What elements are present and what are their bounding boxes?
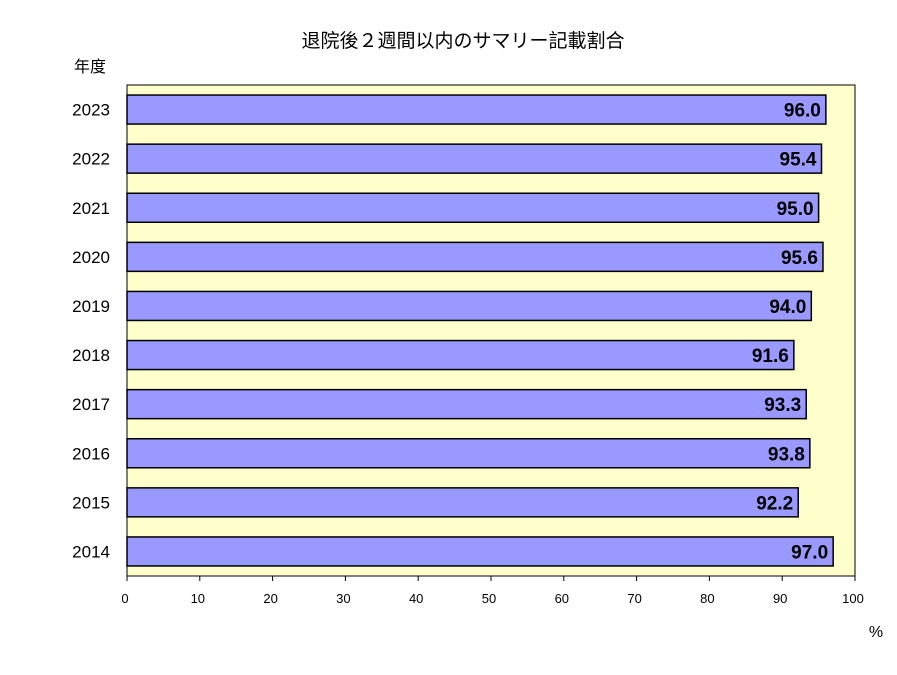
x-tick-label-60: 60 bbox=[555, 591, 569, 606]
bar-value-label-2018: 91.6 bbox=[752, 346, 789, 367]
x-tick-label-20: 20 bbox=[263, 591, 277, 606]
bar-value-label-2021: 95.0 bbox=[777, 199, 814, 220]
x-axis-unit-label: % bbox=[869, 624, 883, 641]
x-tick-label-90: 90 bbox=[773, 591, 787, 606]
bar-2020 bbox=[126, 241, 824, 273]
x-tick-label-80: 80 bbox=[700, 591, 714, 606]
bar-value-label-2022: 95.4 bbox=[780, 150, 817, 171]
category-label-2018: 2018 bbox=[72, 346, 110, 365]
x-tick-label-40: 40 bbox=[409, 591, 423, 606]
bar-value-label-2016: 93.8 bbox=[768, 444, 805, 465]
x-axis: 0 10 20 30 40 50 60 70 80 90 100 bbox=[121, 576, 864, 606]
bar-value-label-2020: 95.6 bbox=[781, 248, 818, 269]
category-label-2023: 2023 bbox=[72, 101, 110, 120]
category-label-2022: 2022 bbox=[72, 150, 110, 169]
x-tick-label-50: 50 bbox=[482, 591, 496, 606]
bar-2014 bbox=[126, 536, 834, 567]
bar-value-label-2014: 97.0 bbox=[791, 542, 828, 563]
category-label-2017: 2017 bbox=[72, 395, 110, 414]
category-label-2021: 2021 bbox=[72, 199, 110, 218]
bar-2018 bbox=[126, 339, 795, 371]
y-axis-title: 年度 bbox=[74, 58, 106, 76]
category-label-2014: 2014 bbox=[72, 542, 110, 561]
x-tick-label-0: 0 bbox=[121, 591, 128, 606]
x-tick-label-100: 100 bbox=[842, 591, 864, 606]
bar-value-label-2015: 92.2 bbox=[756, 493, 793, 514]
category-label-2020: 2020 bbox=[72, 248, 110, 267]
category-label-2015: 2015 bbox=[72, 493, 110, 512]
category-label-2019: 2019 bbox=[72, 297, 110, 316]
bars-layer: 96.0 95.4 95.0 95.6 94.0 91.6 93.3 93.8 92.2 97.0 bbox=[126, 94, 834, 567]
bar-2017 bbox=[126, 388, 807, 420]
category-labels: 2023 2022 2021 2020 2019 2018 2017 2016 2015 2014 bbox=[72, 101, 110, 562]
bar-2021 bbox=[126, 192, 820, 223]
bar-2016 bbox=[126, 438, 811, 469]
bar-value-label-2023: 96.0 bbox=[784, 101, 821, 122]
bar-value-label-2019: 94.0 bbox=[769, 297, 806, 318]
bar-2022 bbox=[126, 143, 823, 174]
category-label-2016: 2016 bbox=[72, 444, 110, 463]
x-tick-label-30: 30 bbox=[336, 591, 350, 606]
bar-value-label-2017: 93.3 bbox=[764, 395, 801, 416]
chart-title: 退院後２週間以内のサマリー記載割合 bbox=[301, 30, 624, 52]
bar-2015 bbox=[126, 487, 799, 518]
bar-2023 bbox=[126, 94, 827, 125]
x-tick-label-70: 70 bbox=[627, 591, 641, 606]
x-tick-label-10: 10 bbox=[191, 591, 205, 606]
bar-2019 bbox=[126, 290, 813, 322]
